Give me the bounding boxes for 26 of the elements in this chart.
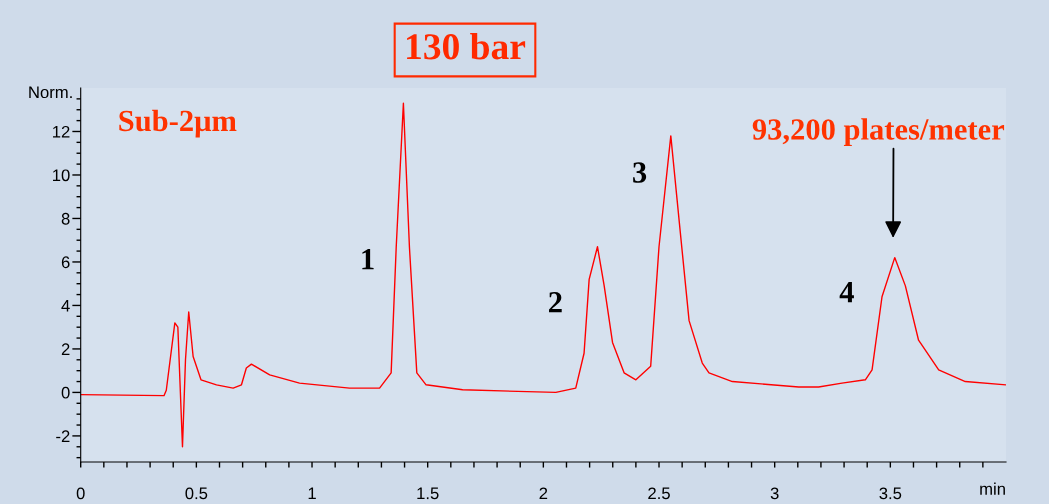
x-tick-label: 1.5 — [417, 487, 439, 500]
annotation: 3 — [633, 162, 647, 183]
x-tick-label: 2.5 — [648, 487, 670, 500]
y-tick-label: 0 — [61, 386, 70, 399]
annotation: Sub-2μm — [119, 109, 237, 138]
y-tick-label: 8 — [61, 212, 70, 225]
y-tick-label: -2 — [56, 430, 70, 442]
annotation: 4 — [839, 282, 854, 303]
y-tick-label: 12 — [53, 125, 70, 138]
annotation: 93,200 plates/meter — [752, 118, 1005, 146]
y-tick-label: 4 — [61, 300, 70, 312]
y-tick-label: 2 — [61, 343, 70, 355]
x-tick-label: 0 — [76, 487, 85, 500]
y-tick-label: 6 — [61, 256, 70, 269]
annotation: 1 — [362, 249, 374, 270]
y-tick-label: 10 — [53, 169, 70, 182]
x-axis-title: min — [980, 482, 1005, 495]
annotation: 2 — [549, 292, 562, 313]
x-tick-label: 3.5 — [879, 487, 902, 500]
x-tick-label: 1 — [308, 487, 316, 500]
x-tick-label: 0.5 — [185, 487, 208, 500]
x-tick-label: 3 — [770, 487, 779, 500]
x-tick-label: 2 — [539, 487, 548, 500]
text: 130 bar — [407, 33, 526, 60]
line-series — [80, 102, 1006, 448]
y-axis-title: Norm. — [29, 86, 72, 99]
